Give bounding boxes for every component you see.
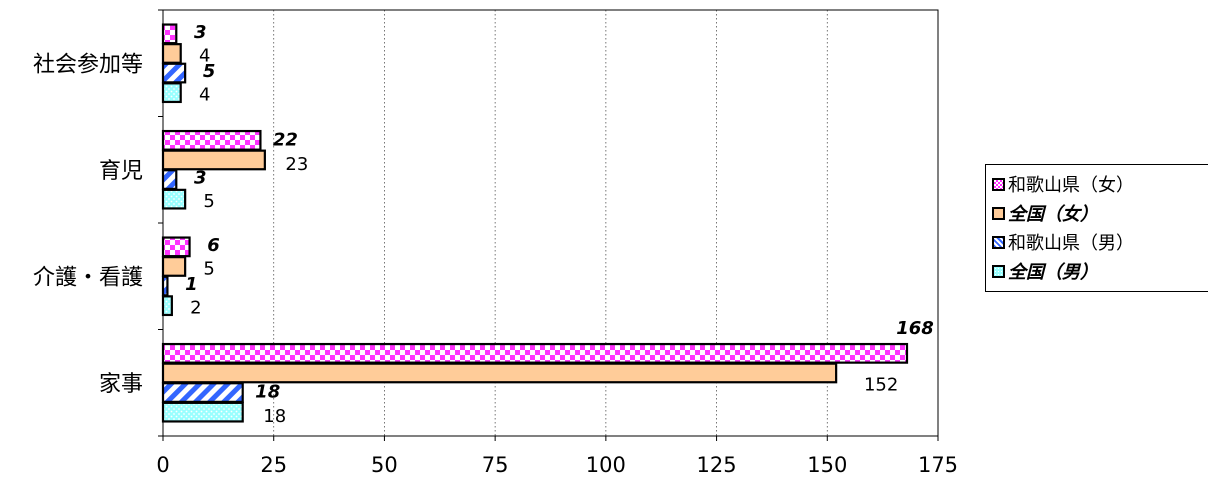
legend-label: 全国（女） <box>1008 204 1098 225</box>
bar <box>161 275 169 297</box>
data-label: 23 <box>285 154 308 175</box>
data-label: 3 <box>194 22 207 43</box>
data-label: 5 <box>203 191 214 212</box>
legend-swatch <box>992 206 1005 220</box>
legend-label: 和歌山県（男） <box>1008 233 1134 254</box>
data-label: 22 <box>273 129 298 150</box>
x-tick-label: 150 <box>807 453 847 477</box>
x-tick-label: 100 <box>586 453 626 477</box>
x-tick-label: 50 <box>371 453 398 477</box>
category-label: 介護・看護 <box>33 265 143 290</box>
data-label: 5 <box>203 61 216 82</box>
category-label: 社会参加等 <box>33 52 143 77</box>
x-tick-label: 0 <box>156 453 169 477</box>
bar <box>161 401 244 423</box>
labels: 0255075100125150175分社会参加等3454育児222335介護・… <box>33 22 958 477</box>
data-label: 168 <box>896 318 934 339</box>
bar <box>161 149 266 171</box>
legend-item: 和歌山県（女） <box>992 171 1134 197</box>
legend-swatch <box>992 235 1005 249</box>
bars <box>161 23 909 423</box>
bar <box>161 295 173 317</box>
bar <box>161 188 187 210</box>
data-label: 4 <box>199 85 210 106</box>
data-label: 4 <box>199 45 210 66</box>
bar-chart: 0255075100125150175分社会参加等3454育児222335介護・… <box>33 9 958 477</box>
x-tick-label: 125 <box>697 453 737 477</box>
legend-label: 全国（男） <box>1008 262 1098 283</box>
bar <box>161 43 182 64</box>
x-tick-label: 75 <box>482 453 509 477</box>
data-label: 152 <box>864 374 898 395</box>
data-label: 18 <box>255 382 280 403</box>
data-label: 5 <box>203 258 214 279</box>
x-tick-label: 25 <box>260 453 287 477</box>
bar <box>161 82 182 104</box>
legend: 和歌山県（女） 全国（女） 和歌山県（男） 全国（男） <box>985 164 1208 292</box>
legend-item: 全国（女） <box>992 200 1098 226</box>
gridlines <box>273 10 828 436</box>
legend-swatch <box>992 264 1005 278</box>
x-tick-label: 175 <box>918 453 958 477</box>
bar <box>161 362 838 384</box>
bar <box>161 236 191 258</box>
category-label: 家事 <box>99 372 143 397</box>
bar <box>161 169 178 190</box>
legend-swatch <box>992 177 1005 191</box>
data-label: 6 <box>207 235 220 256</box>
bar <box>161 342 909 364</box>
axes <box>158 9 939 441</box>
legend-item: 全国（男） <box>992 258 1098 284</box>
data-label: 1 <box>185 274 198 295</box>
bar <box>161 382 244 403</box>
bar <box>161 129 262 151</box>
bar <box>161 62 187 84</box>
data-label: 3 <box>194 168 207 189</box>
legend-item: 和歌山県（男） <box>992 229 1134 255</box>
bar <box>161 23 178 45</box>
data-label: 2 <box>190 298 201 319</box>
legend-label: 和歌山県（女） <box>1008 175 1134 196</box>
category-label: 育児 <box>99 159 143 184</box>
data-label: 18 <box>263 406 286 427</box>
bar <box>161 256 187 277</box>
